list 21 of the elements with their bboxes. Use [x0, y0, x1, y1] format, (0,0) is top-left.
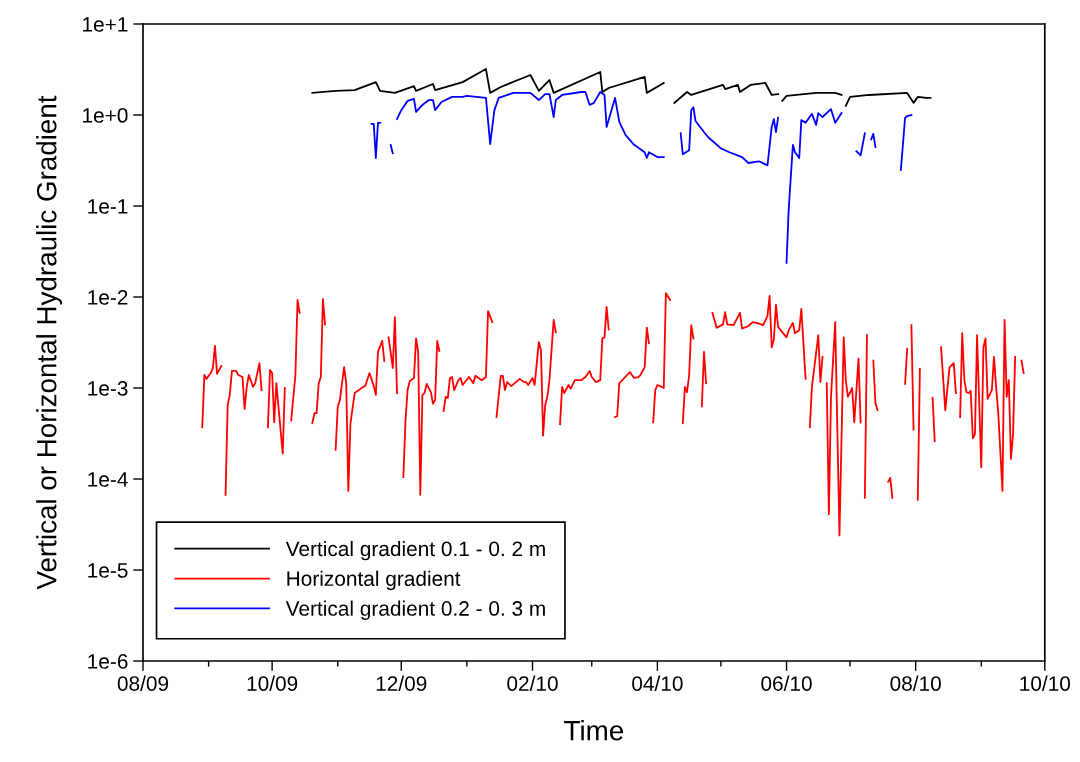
y-tick-label: 1e-5: [88, 563, 128, 578]
y-tick-label: 1e-1: [88, 199, 128, 214]
y-tick-label: 1e+1: [83, 17, 128, 32]
legend-label: Vertical gradient 0.2 - 0. 3 m: [285, 600, 545, 620]
x-axis-title: Time: [564, 720, 623, 741]
y-tick-label: 1e-4: [88, 472, 128, 487]
x-tick-label: 10/10: [1020, 675, 1071, 691]
x-tick-label: 08/10: [890, 675, 941, 691]
y-tick-label: 1e+0: [83, 108, 128, 123]
y-tick-label: 1e-3: [88, 381, 128, 396]
y-tick-label: 1e-6: [88, 654, 128, 669]
x-tick-label: 02/10: [507, 675, 558, 691]
x-tick-label: 10/09: [247, 675, 298, 691]
x-tick-label: 08/09: [117, 675, 169, 691]
legend-label: Vertical gradient 0.1 - 0. 2 m: [285, 540, 545, 561]
x-tick-label: 04/10: [632, 675, 683, 691]
y-axis-title: Vertical or Horizontal Hydraulic Gradient: [36, 95, 63, 590]
legend-label: Horizontal gradient: [287, 570, 461, 591]
x-tick-label: 06/10: [761, 675, 812, 691]
y-tick-label: 1e-2: [88, 290, 128, 305]
x-tick-label: 12/09: [376, 675, 427, 691]
